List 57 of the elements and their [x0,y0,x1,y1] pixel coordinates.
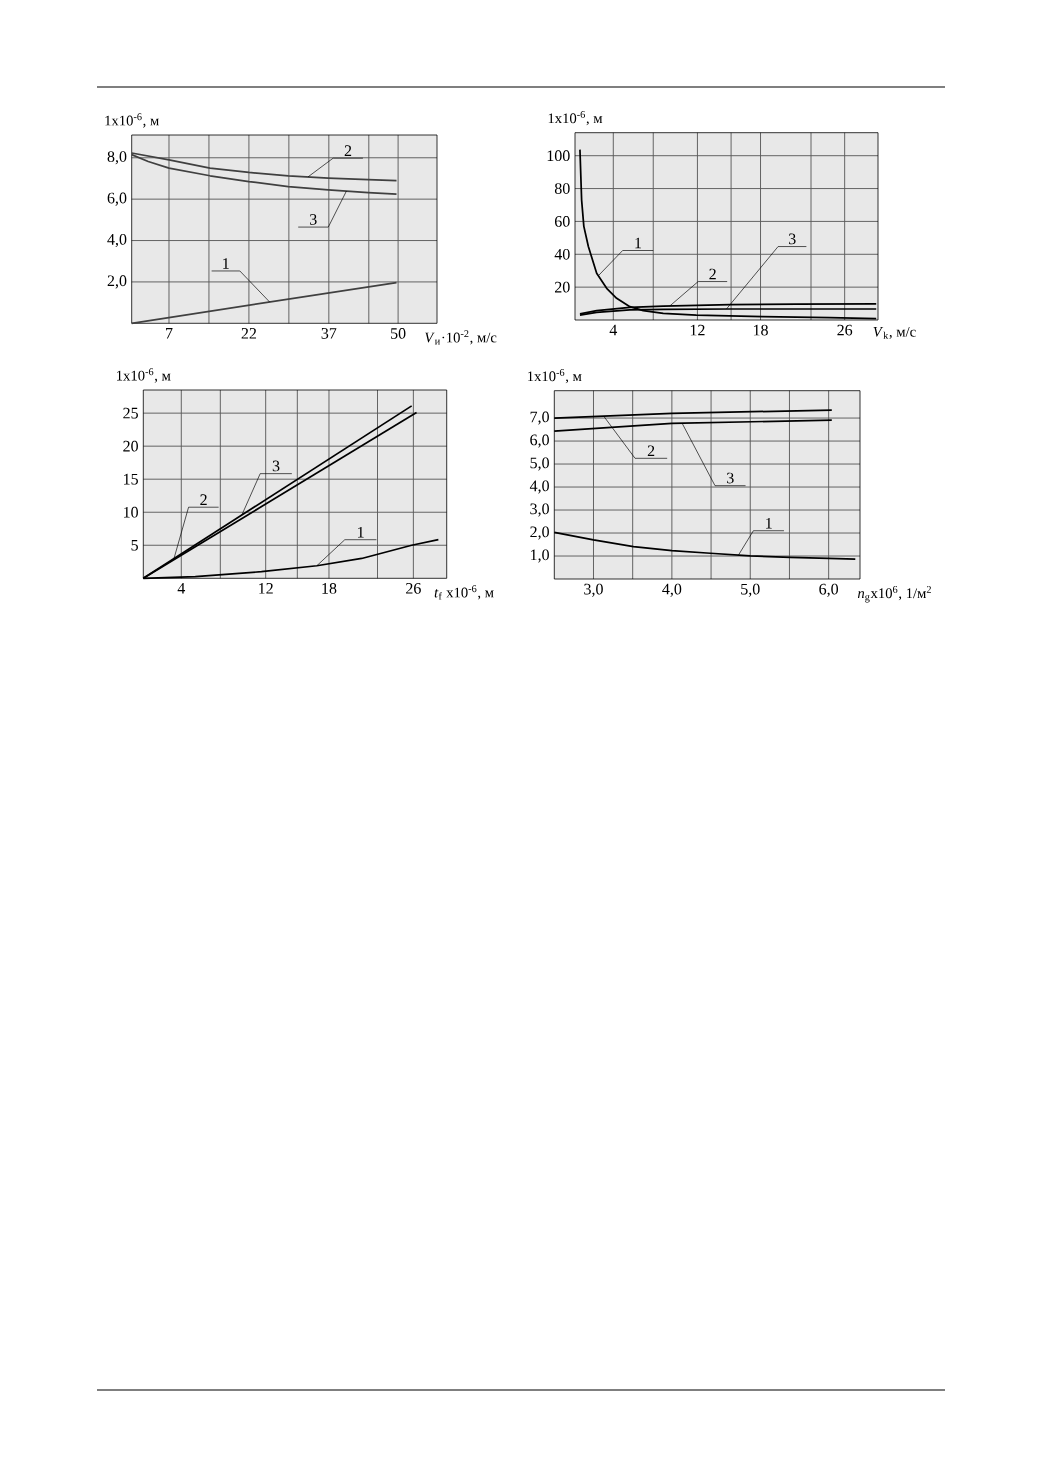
y-tick-label: 4,0 [107,233,127,248]
y-tick-label: 20 [555,281,570,293]
x-tick-label: 50 [391,328,406,339]
y-tick-label: 5 [131,539,138,551]
y-axis-title: 1x10$^{-6}$, м [548,110,603,126]
series-label: 1 [358,526,364,538]
series-label: 2 [647,445,655,457]
x-tick-label: 3,0 [584,583,603,597]
x-tick-label: 37 [321,328,337,339]
x-tick-label: 26 [837,324,853,336]
x-tick-label: 12 [259,583,273,594]
series-label: 1 [766,517,772,529]
series-label: 3 [272,460,280,472]
y-tick-label: 100 [547,150,570,162]
x-tick-label: 18 [322,583,337,594]
y-tick-label: 15 [124,473,138,485]
y-tick-label: 2,0 [530,526,549,540]
y-tick-label: 8,0 [107,151,127,165]
text: 3 [727,472,734,484]
y-tick-label: 6,0 [530,434,549,448]
y-tick-label: 4,0 [529,480,549,494]
x-axis-title: t$_{f}$ x10$^{-6}$, м [434,585,494,600]
text: 1 [223,258,229,269]
y-tick-label: 5,0 [530,457,549,471]
y-tick-label: 1,0 [530,549,549,563]
y-axis-title: 1x10$^{-6}$, м [105,113,159,128]
y-tick-label: 60 [554,216,570,227]
x-tick-label: 6,0 [819,583,839,597]
x-axis-title: n$_{g}$x10$^{6}$, 1/м$^{2}$ [857,585,931,603]
x-tick-label: 7 [166,328,173,339]
x-tick-label: 5,0 [741,583,760,597]
series-label: 3 [310,214,317,225]
y-tick-label: 10 [124,506,138,518]
series-label: 2 [200,494,207,505]
text: 3 [789,233,796,245]
x-tick-label: 4 [177,583,186,594]
y-tick-label: 3,0 [530,503,549,517]
x-axis-title: V$_{и}$·10$^{-2}$, м/с [425,330,497,345]
x-tick-label: 4,0 [662,583,682,597]
y-axis-title: 1x10$^{-6}$, м [117,368,171,383]
series-label: 2 [709,268,716,280]
y-tick-label: 80 [554,183,570,194]
text: 1 [635,237,641,249]
x-tick-label: 12 [690,324,705,336]
x-tick-label: 18 [753,324,768,336]
x-tick-label: 4 [609,324,618,336]
y-tick-label: 6,0 [107,192,127,206]
x-axis-title: V$_{k}$, м/с [873,326,916,339]
y-tick-label: 25 [123,407,138,419]
series-label: 2 [344,145,352,156]
y-tick-label: 20 [123,440,138,452]
y-axis-title: 1x10$^{-6}$, м [528,368,582,384]
y-tick-label: 7,0 [530,411,549,425]
x-tick-label: 22 [241,328,257,339]
x-tick-label: 26 [406,583,421,594]
y-tick-label: 40 [554,248,570,260]
y-tick-label: 2,0 [107,275,127,289]
